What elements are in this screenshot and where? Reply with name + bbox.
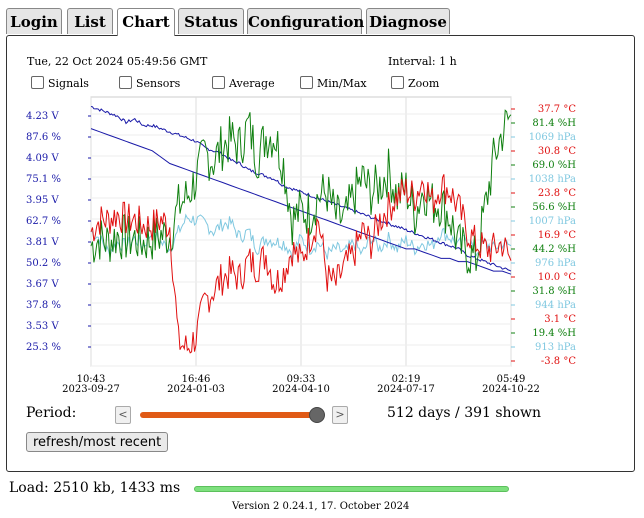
- period-label: Period:: [26, 405, 77, 421]
- sensors-checkbox[interactable]: [119, 76, 132, 89]
- minmax-label: Min/Max: [317, 77, 367, 90]
- refresh-button[interactable]: refresh/most recent: [26, 432, 169, 452]
- signals-label: Signals: [48, 77, 89, 90]
- tab-status[interactable]: Status: [178, 8, 244, 34]
- zoom-label: Zoom: [408, 77, 440, 90]
- minmax-checkbox[interactable]: [300, 76, 313, 89]
- tab-list[interactable]: List: [67, 8, 113, 34]
- tab-login[interactable]: Login: [6, 8, 62, 34]
- signals-checkbox[interactable]: [31, 76, 44, 89]
- tab-configuration[interactable]: Configuration: [247, 8, 364, 34]
- period-slider-knob[interactable]: [309, 407, 325, 423]
- period-slider[interactable]: [140, 412, 318, 418]
- tab-chart[interactable]: Chart: [117, 8, 175, 36]
- chart-timestamp: Tue, 22 Oct 2024 05:49:56 GMT: [27, 55, 208, 68]
- period-next-button[interactable]: >: [332, 406, 348, 424]
- load-progress-bar: [194, 486, 509, 492]
- period-prev-button[interactable]: <: [115, 406, 131, 424]
- average-checkbox[interactable]: [212, 76, 225, 89]
- zoom-checkbox[interactable]: [391, 76, 404, 89]
- chart-interval: Interval: 1 h: [388, 55, 457, 68]
- sensors-label: Sensors: [136, 77, 181, 90]
- load-text: Load: 2510 kb, 1433 ms: [9, 480, 181, 496]
- tab-diagnose[interactable]: Diagnose: [366, 8, 450, 34]
- shown-count: 512 days / 391 shown: [387, 405, 541, 421]
- average-label: Average: [229, 77, 275, 90]
- version-text: Version 2 0.24.1, 17. October 2024: [232, 501, 410, 512]
